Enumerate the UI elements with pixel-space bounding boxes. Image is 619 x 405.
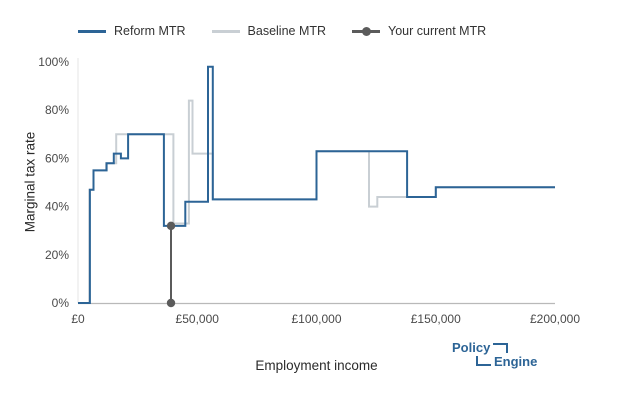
current-mtr-marker: [166, 221, 176, 231]
y-tick-label: 20%: [45, 248, 69, 262]
legend-label: Baseline MTR: [247, 24, 327, 38]
logo-row-1: Policy: [452, 341, 537, 354]
legend-item-your-current-mtr[interactable]: Your current MTR: [352, 24, 486, 38]
current-mtr-marker: [166, 298, 176, 308]
logo-word-engine: Engine: [494, 354, 538, 369]
legend-line-icon: [78, 27, 106, 36]
logo-word-policy: Policy: [452, 340, 491, 355]
policyengine-logo: Policy Engine: [452, 341, 537, 368]
logo-bracket-icon: [493, 343, 509, 353]
legend-label: Your current MTR: [388, 24, 487, 38]
legend: Reform MTR Baseline MTR Your current MTR: [78, 24, 486, 38]
reform-mtr-line[interactable]: [78, 65, 555, 304]
legend-line-icon: [211, 27, 240, 36]
y-axis-title: Marginal tax rate: [22, 131, 38, 233]
legend-marker-dot-icon: [362, 26, 372, 36]
x-axis-title: Employment income: [255, 358, 378, 373]
logo-bracket-icon: [476, 356, 491, 366]
baseline-mtr-line[interactable]: [78, 99, 555, 304]
legend-line-icon: [352, 26, 381, 36]
y-tick-label: 40%: [45, 200, 69, 214]
y-tick-label: 100%: [38, 55, 69, 69]
x-tick-label: £50,000: [176, 312, 220, 326]
y-tick-label: 60%: [45, 151, 69, 165]
x-tick-label: £150,000: [411, 312, 461, 326]
legend-label: Reform MTR: [114, 24, 186, 38]
y-tick-label: 80%: [45, 103, 69, 117]
legend-item-baseline-mtr[interactable]: Baseline MTR: [211, 24, 327, 38]
x-tick-label: £100,000: [291, 312, 341, 326]
x-tick-label: £0: [71, 312, 85, 326]
logo-row-2: Engine: [476, 355, 537, 368]
legend-item-reform-mtr[interactable]: Reform MTR: [78, 24, 186, 38]
x-tick-label: £200,000: [530, 312, 580, 326]
y-tick-label: 0%: [52, 296, 70, 310]
